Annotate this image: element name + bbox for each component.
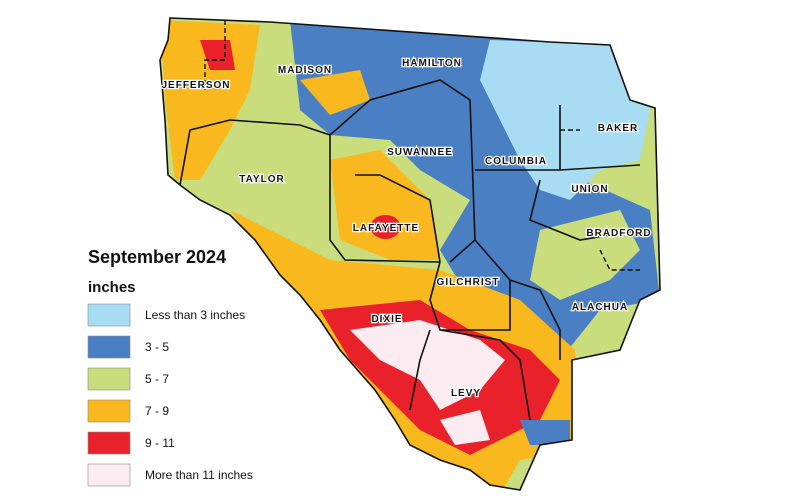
county-label: JEFFERSON: [161, 80, 230, 91]
rainfall-shading: [160, 18, 660, 490]
legend-label: 7 - 9: [145, 404, 169, 418]
legend-swatch: [87, 367, 131, 391]
legend-label: Less than 3 inches: [145, 308, 245, 322]
county-label: HAMILTON: [402, 58, 462, 69]
region-outline: [159, 17, 661, 491]
legend-label: 3 - 5: [145, 340, 169, 354]
legend-swatch: [87, 431, 131, 455]
county-label: MADISON: [278, 65, 332, 76]
county-label: SUWANNEE: [387, 147, 453, 158]
county-label: BRADFORD: [586, 228, 651, 239]
county-label: COLUMBIA: [485, 156, 547, 167]
legend-unit: inches: [88, 279, 136, 296]
legend-label: 5 - 7: [145, 372, 169, 386]
county-borders-dashed: [204, 20, 640, 271]
legend: Less than 3 inches 3 - 5 5 - 7 7 - 9 9 - 11 M…: [87, 303, 253, 487]
county-borders: [179, 79, 641, 421]
legend-label: 9 - 11: [145, 436, 175, 450]
county-label: UNION: [571, 184, 608, 195]
county-label: BAKER: [598, 123, 639, 134]
legend-label: More than 11 inches: [145, 468, 253, 482]
county-label: TAYLOR: [239, 174, 284, 185]
county-label: GILCHRIST: [437, 277, 500, 288]
legend-swatch: [87, 463, 131, 487]
county-label: LEVY: [451, 388, 481, 399]
legend-swatch: [87, 335, 131, 359]
legend-title: September 2024: [88, 247, 226, 267]
county-label: ALACHUA: [572, 302, 628, 313]
legend-swatch: [87, 303, 131, 327]
legend-swatch: [87, 399, 131, 423]
county-label: LAFAYETTE: [353, 223, 419, 234]
county-label: DIXIE: [371, 314, 402, 325]
